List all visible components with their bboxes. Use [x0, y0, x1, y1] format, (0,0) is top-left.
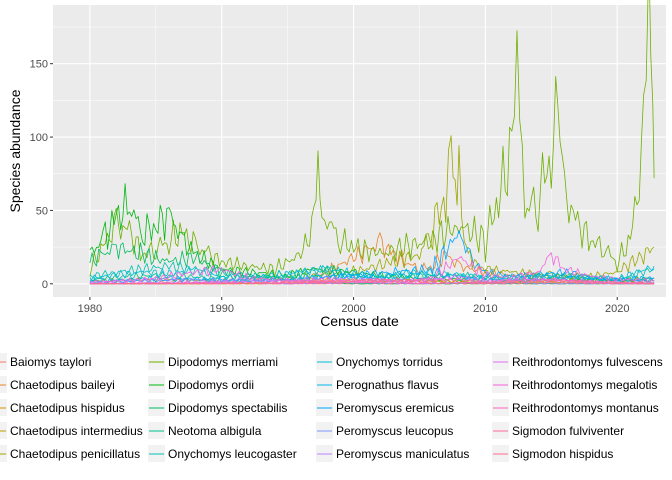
legend-key-baiomys-taylori: Baiomys taylori: [0, 353, 91, 370]
legend-key-onychomys-leucogaster: Onychomys leucogaster: [148, 445, 297, 462]
series-lines: [89, 0, 655, 285]
x-tick-label: 1980: [78, 303, 102, 315]
legend-label: Chaetodipus penicillatus: [10, 447, 140, 461]
legend-label: Neotoma albigula: [168, 424, 262, 438]
legend-label: Dipodomys ordii: [168, 378, 254, 392]
legend-label: Onychomys torridus: [336, 355, 443, 369]
legend-label: Peromyscus leucopus: [336, 424, 453, 438]
series-line-peromyscus-eremicus: [89, 230, 655, 284]
legend-label: Onychomys leucogaster: [168, 447, 297, 461]
y-axis: 0 50 100 150: [30, 59, 53, 291]
legend-key-onychomys-torridus: Onychomys torridus: [316, 353, 443, 370]
legend-key-dipodomys-merriami: Dipodomys merriami: [148, 353, 278, 370]
legend-key-neotoma-albigula: Neotoma albigula: [148, 422, 262, 439]
legend-label: Sigmodon fulviventer: [512, 424, 624, 438]
x-tick-label: 2020: [605, 303, 629, 315]
x-axis: 1980 1990 2000 2010 2020: [78, 297, 629, 315]
legend-key-chaetodipus-penicillatus: Chaetodipus penicillatus: [0, 445, 140, 462]
legend-label: Dipodomys spectabilis: [168, 401, 287, 415]
legend-label: Peromyscus eremicus: [336, 401, 454, 415]
legend-key-reithrodontomys-megalotis: Reithrodontomys megalotis: [492, 376, 657, 393]
legend-label: Dipodomys merriami: [168, 355, 278, 369]
x-axis-title: Census date: [320, 313, 399, 329]
legend-key-dipodomys-spectabilis: Dipodomys spectabilis: [148, 399, 287, 416]
legend-label: Chaetodipus baileyi: [10, 378, 115, 392]
series-line-reithrodontomys-megalotis: [89, 252, 655, 285]
legend-label: Perognathus flavus: [336, 378, 439, 392]
legend-label: Reithrodontomys montanus: [512, 401, 659, 415]
legend-key-peromyscus-maniculatus: Peromyscus maniculatus: [316, 445, 469, 462]
legend-key-perognathus-flavus: Perognathus flavus: [316, 376, 439, 393]
legend-key-peromyscus-eremicus: Peromyscus eremicus: [316, 399, 454, 416]
legend-key-chaetodipus-baileyi: Chaetodipus baileyi: [0, 376, 115, 393]
grid-minor: [53, 5, 666, 297]
legend-label: Reithrodontomys fulvescens: [512, 355, 663, 369]
y-tick-label: 50: [36, 205, 48, 217]
x-tick-label: 1990: [209, 303, 233, 315]
y-axis-title: Species abundance: [7, 89, 23, 212]
legend-label: Chaetodipus intermedius: [10, 424, 143, 438]
x-tick-label: 2010: [473, 303, 497, 315]
legend-label: Baiomys taylori: [10, 355, 91, 369]
y-tick-label: 100: [30, 132, 48, 144]
legend: Baiomys taylori Chaetodipus baileyi Chaeto…: [0, 353, 663, 462]
legend-label: Peromyscus maniculatus: [336, 447, 469, 461]
series-line-sigmodon-hispidus: [89, 277, 655, 285]
legend-key-chaetodipus-intermedius: Chaetodipus intermedius: [0, 422, 143, 439]
legend-key-peromyscus-leucopus: Peromyscus leucopus: [316, 422, 453, 439]
legend-key-reithrodontomys-fulvescens: Reithrodontomys fulvescens: [492, 353, 663, 370]
x-tick-label: 2000: [341, 303, 365, 315]
legend-label: Chaetodipus hispidus: [10, 401, 125, 415]
legend-key-sigmodon-hispidus: Sigmodon hispidus: [492, 445, 613, 462]
y-tick-label: 0: [42, 279, 48, 291]
legend-key-reithrodontomys-montanus: Reithrodontomys montanus: [492, 399, 659, 416]
legend-label: Reithrodontomys megalotis: [512, 378, 657, 392]
legend-key-dipodomys-ordii: Dipodomys ordii: [148, 376, 254, 393]
legend-label: Sigmodon hispidus: [512, 447, 613, 461]
series-line-onychomys-leucogaster: [89, 260, 655, 284]
legend-key-sigmodon-fulviventer: Sigmodon fulviventer: [492, 422, 624, 439]
legend-key-chaetodipus-hispidus: Chaetodipus hispidus: [0, 399, 125, 416]
y-tick-label: 150: [30, 59, 48, 71]
